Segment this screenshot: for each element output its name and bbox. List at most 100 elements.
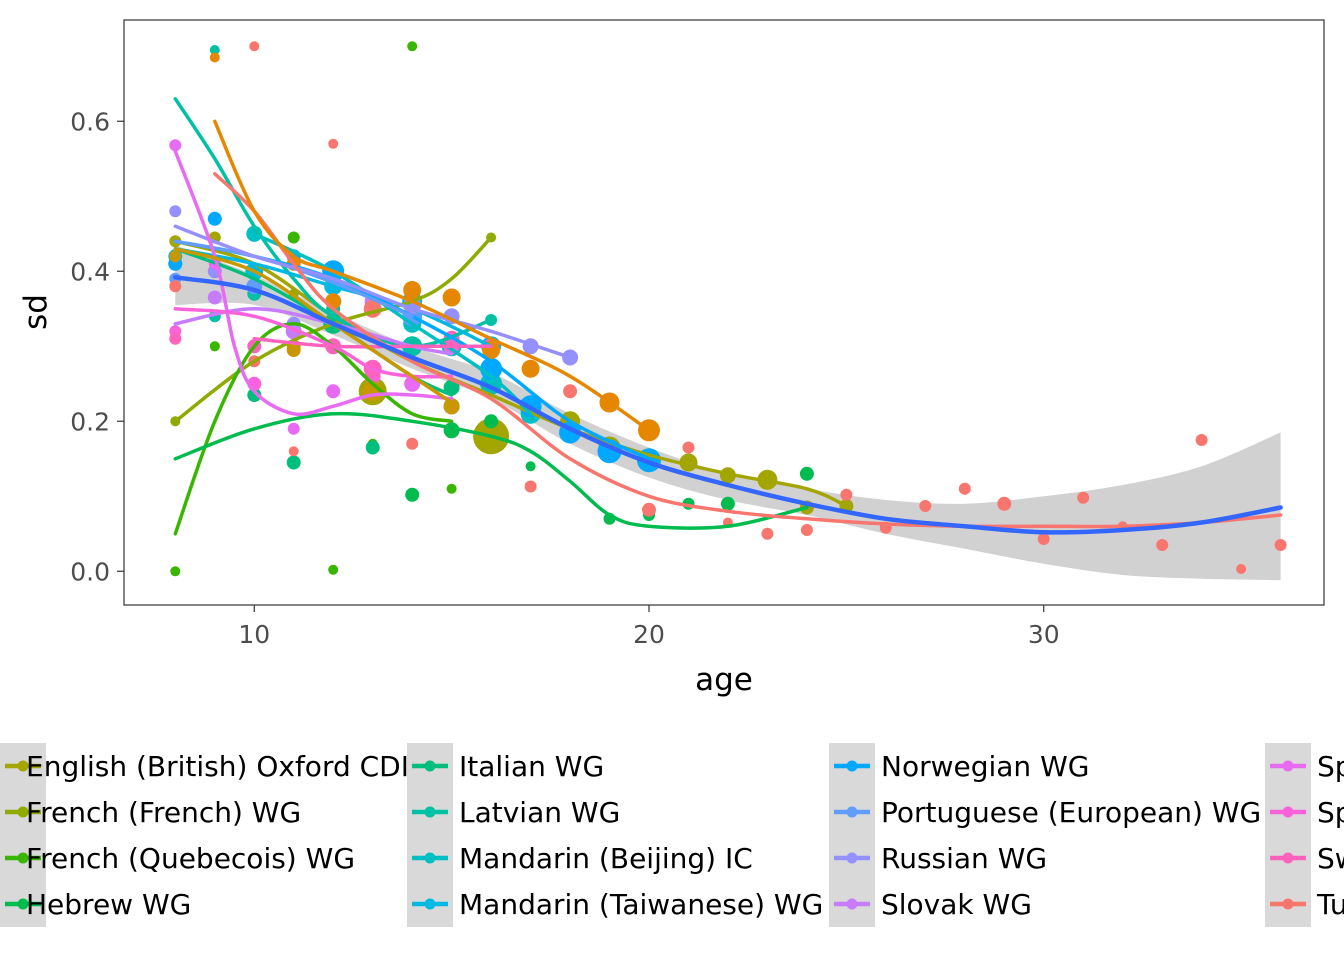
data-point — [997, 496, 1012, 511]
data-point — [840, 488, 853, 501]
fit-line — [173, 411, 809, 530]
data-point — [286, 455, 301, 470]
legend-label: Portuguese (European) WG — [881, 796, 1261, 829]
overall-fit-line — [173, 275, 1283, 535]
data-point — [170, 566, 181, 577]
legend-key-point — [1282, 898, 1294, 910]
legend-key-point — [424, 898, 436, 910]
legend-label: Hebrew WG — [26, 888, 191, 921]
legend-key-point — [846, 898, 858, 910]
data-point — [405, 487, 420, 502]
x-axis-title: age — [695, 662, 753, 698]
fit-line — [252, 232, 533, 416]
data-point — [209, 341, 220, 352]
confidence-band — [175, 245, 1281, 581]
fit-line — [173, 322, 454, 536]
data-point — [761, 527, 774, 540]
data-point — [328, 138, 339, 149]
data-point — [328, 564, 339, 575]
data-point — [1037, 533, 1050, 545]
data-point — [209, 45, 220, 55]
data-point — [800, 524, 813, 536]
legend-key-point — [17, 852, 29, 864]
legend-key-point — [846, 760, 858, 772]
legend-label: Norwegian WG — [881, 750, 1089, 783]
data-point — [682, 441, 695, 454]
legend-key-point — [424, 806, 436, 818]
y-axis: 0.0 0.2 0.4 0.6 — [70, 107, 124, 586]
data-point — [524, 480, 537, 493]
data-point — [720, 496, 735, 511]
y-tick-label: 0.0 — [70, 557, 110, 586]
legend-label: French (French) WG — [26, 796, 301, 829]
fit-line — [213, 172, 1283, 529]
legend-label: Sw — [1317, 842, 1344, 875]
data-point — [919, 500, 932, 512]
data-point — [287, 231, 300, 244]
legend-label: Mandarin (Taiwanese) WG — [459, 888, 823, 921]
data-point — [249, 41, 260, 52]
data-point — [209, 52, 220, 63]
data-point — [1236, 564, 1247, 574]
legend-key-point — [1282, 806, 1294, 818]
legend-label: Latvian WG — [459, 796, 620, 829]
overall-fit-path — [173, 275, 1283, 535]
data-point — [958, 482, 971, 495]
data-point — [287, 422, 300, 435]
data-point — [169, 332, 182, 345]
fit-line — [213, 119, 651, 433]
x-tick-label: 20 — [633, 620, 665, 649]
legend-label: Italian WG — [459, 750, 604, 783]
data-point — [247, 388, 262, 402]
data-point — [442, 288, 461, 307]
legend-label: French (Quebecois) WG — [26, 842, 355, 875]
data-point — [169, 250, 182, 263]
fit-line — [252, 337, 493, 349]
x-tick-label: 10 — [238, 620, 270, 649]
data-point — [563, 384, 578, 399]
data-point — [207, 211, 222, 226]
legend-label: Russian WG — [881, 842, 1047, 875]
x-tick-label: 30 — [1028, 620, 1060, 649]
legend-key-point — [1282, 852, 1294, 864]
data-point — [406, 437, 419, 450]
legend-label: English (British) Oxford CDI — [26, 750, 409, 783]
fit-line — [173, 239, 849, 508]
legend: English (British) Oxford CDI French (Fren… — [0, 743, 1344, 927]
legend-key-point — [1282, 760, 1294, 772]
data-point — [1156, 539, 1169, 551]
legend-key-point — [17, 760, 29, 772]
y-axis-title: sd — [18, 294, 54, 330]
legend-label: Sp — [1317, 796, 1344, 829]
data-point — [484, 414, 499, 429]
data-point — [207, 290, 222, 305]
confidence-band-area — [175, 245, 1281, 581]
legend-key-point — [424, 852, 436, 864]
data-point — [169, 205, 182, 218]
legend-key-point — [17, 898, 29, 910]
y-tick-label: 0.2 — [70, 407, 110, 436]
legend-key-point — [846, 852, 858, 864]
data-point — [1077, 491, 1090, 504]
data-point — [1274, 539, 1287, 551]
legend-label: Slovak WG — [881, 888, 1032, 921]
group-fit-lines — [173, 97, 1283, 536]
data-point — [1195, 434, 1208, 446]
legend-label: Mandarin (Beijing) IC — [459, 842, 753, 875]
data-point — [521, 359, 540, 378]
data-point — [799, 466, 814, 481]
legend-key-point — [17, 806, 29, 818]
data-point — [407, 41, 418, 52]
legend-label: Tu — [1316, 888, 1344, 921]
data-point — [365, 440, 380, 455]
data-point — [443, 398, 460, 415]
data-point — [288, 446, 299, 457]
data-point — [326, 384, 341, 399]
y-tick-label: 0.6 — [70, 107, 110, 136]
fit-line — [173, 224, 572, 360]
data-point — [525, 461, 536, 472]
legend-key-point — [424, 760, 436, 772]
data-point — [169, 280, 182, 293]
data-point — [169, 139, 182, 152]
